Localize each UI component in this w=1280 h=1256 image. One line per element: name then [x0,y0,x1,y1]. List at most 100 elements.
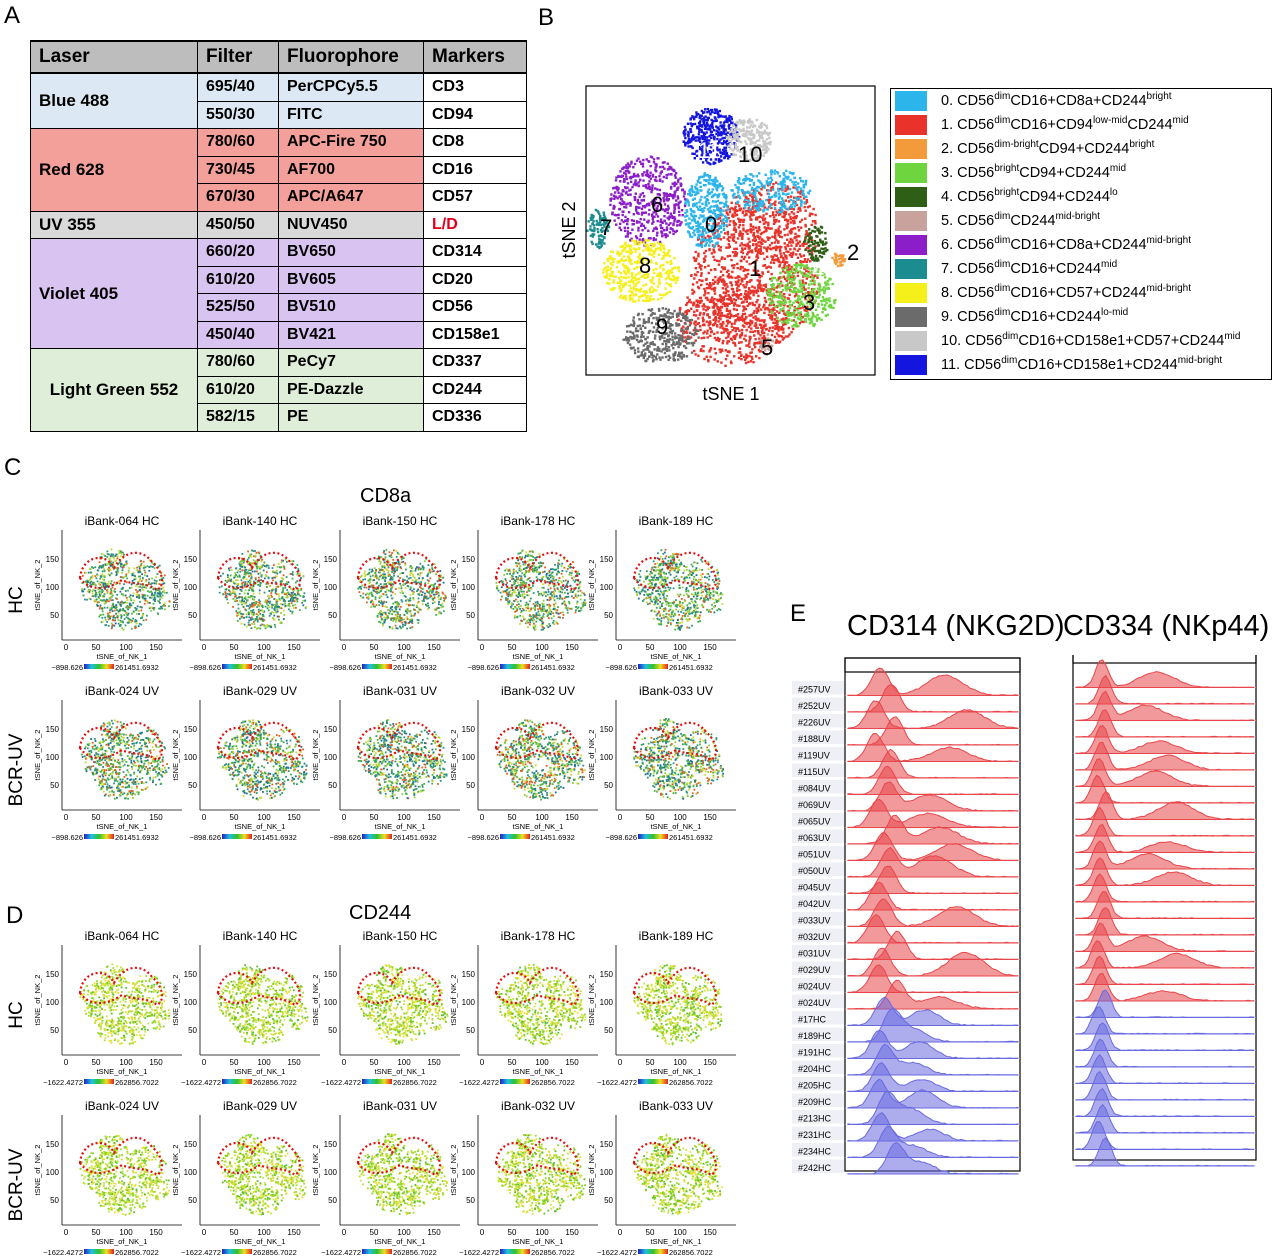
tsne-point [596,245,599,248]
tsne-point [639,289,642,293]
tsne-point [714,275,717,279]
cell-point [126,581,128,584]
tsne-point [663,215,666,218]
fluorophore-cell: PE [278,403,424,432]
tsne-point [657,307,661,311]
tsne-point [645,248,648,251]
tsne-point [693,233,696,237]
tsne-point [675,342,679,345]
fluorophore-cell: BV650 [278,238,424,267]
tsne-point [677,206,681,210]
tsne-point [726,230,730,234]
tsne-point [694,187,698,190]
tsne-point [693,197,696,200]
tsne-point [604,222,607,226]
tsne-point [716,184,720,187]
tsne-point [784,245,787,249]
tsne-point [762,305,765,309]
tsne-point [796,256,800,259]
tsne-point [665,254,668,257]
tsne-point [605,227,608,231]
tsne-point [751,207,754,210]
tsne-point [755,258,758,262]
tsne-point [601,241,604,244]
tsne-point [705,217,708,220]
tsne-point [807,287,810,290]
tsne-point [786,238,789,241]
tsne-point [783,277,787,280]
tsne-point [631,228,634,231]
tsne-point [742,218,746,222]
tsne-point [706,305,709,309]
tsne-point [807,291,810,294]
tsne-point [780,276,784,279]
tsne-point [681,340,685,343]
tsne-point [664,192,667,195]
tsne-point [670,268,674,271]
tsne-point [839,261,842,264]
tsne-point [694,353,697,356]
tsne-point [751,285,754,288]
tsne-point [771,258,774,261]
tsne-point [694,329,698,332]
tsne-point [759,345,762,349]
tsne-point [609,273,612,276]
tsne-point [819,241,822,244]
tsne-point [816,313,819,317]
tsne-point [762,345,765,349]
tsne-point [821,296,825,299]
tsne-point [625,177,628,181]
tsne-point [636,206,639,209]
tsne-point [799,311,802,314]
tsne-point [778,340,782,343]
tsne-point [602,217,605,220]
cell-point [106,616,109,618]
tsne-point [717,277,720,280]
tsne-point [627,269,631,272]
tsne-point [800,255,803,258]
tsne-point [683,198,687,201]
tsne-point [739,155,743,159]
tsne-point [753,206,756,209]
tsne-point [736,149,739,152]
tsne-point [658,349,661,352]
tsne-point [750,149,754,153]
legend-label: 4. CD56brightCD94+CD244lo [941,187,1118,205]
tsne-point [698,130,701,133]
tsne-point [646,348,650,351]
tsne-point [747,138,751,141]
tsne-point [742,123,745,127]
tsne-point [665,332,669,335]
tsne-point [612,194,616,197]
tsne-point [702,257,706,260]
tsne-point [637,340,640,344]
tsne-point [798,247,801,251]
tsne-point [748,177,751,181]
tsne-point [775,310,779,313]
tsne-point [625,218,629,222]
tsne-point [796,241,800,245]
tsne-point [782,204,785,208]
tsne-point [798,285,802,288]
tsne-point [634,273,638,277]
tsne-point [718,216,722,220]
tsne-point [751,249,754,252]
tsne-point [695,149,699,153]
tsne-point [729,297,732,301]
tsne-point [682,131,686,134]
tsne-point [777,282,780,286]
tsne-point [781,321,784,324]
tsne-point [782,309,785,313]
tsne-point [654,210,657,213]
tsne-point [706,161,709,164]
tsne-point [696,238,700,241]
tsne-point [717,237,720,240]
tsne-point [703,172,707,175]
tsne-point [652,161,656,164]
tsne-point [763,331,766,335]
tsne-point [694,339,697,342]
tsne-point [740,218,743,222]
tsne-point [737,137,740,140]
legend-swatch [895,163,927,183]
tsne-point [670,194,674,198]
